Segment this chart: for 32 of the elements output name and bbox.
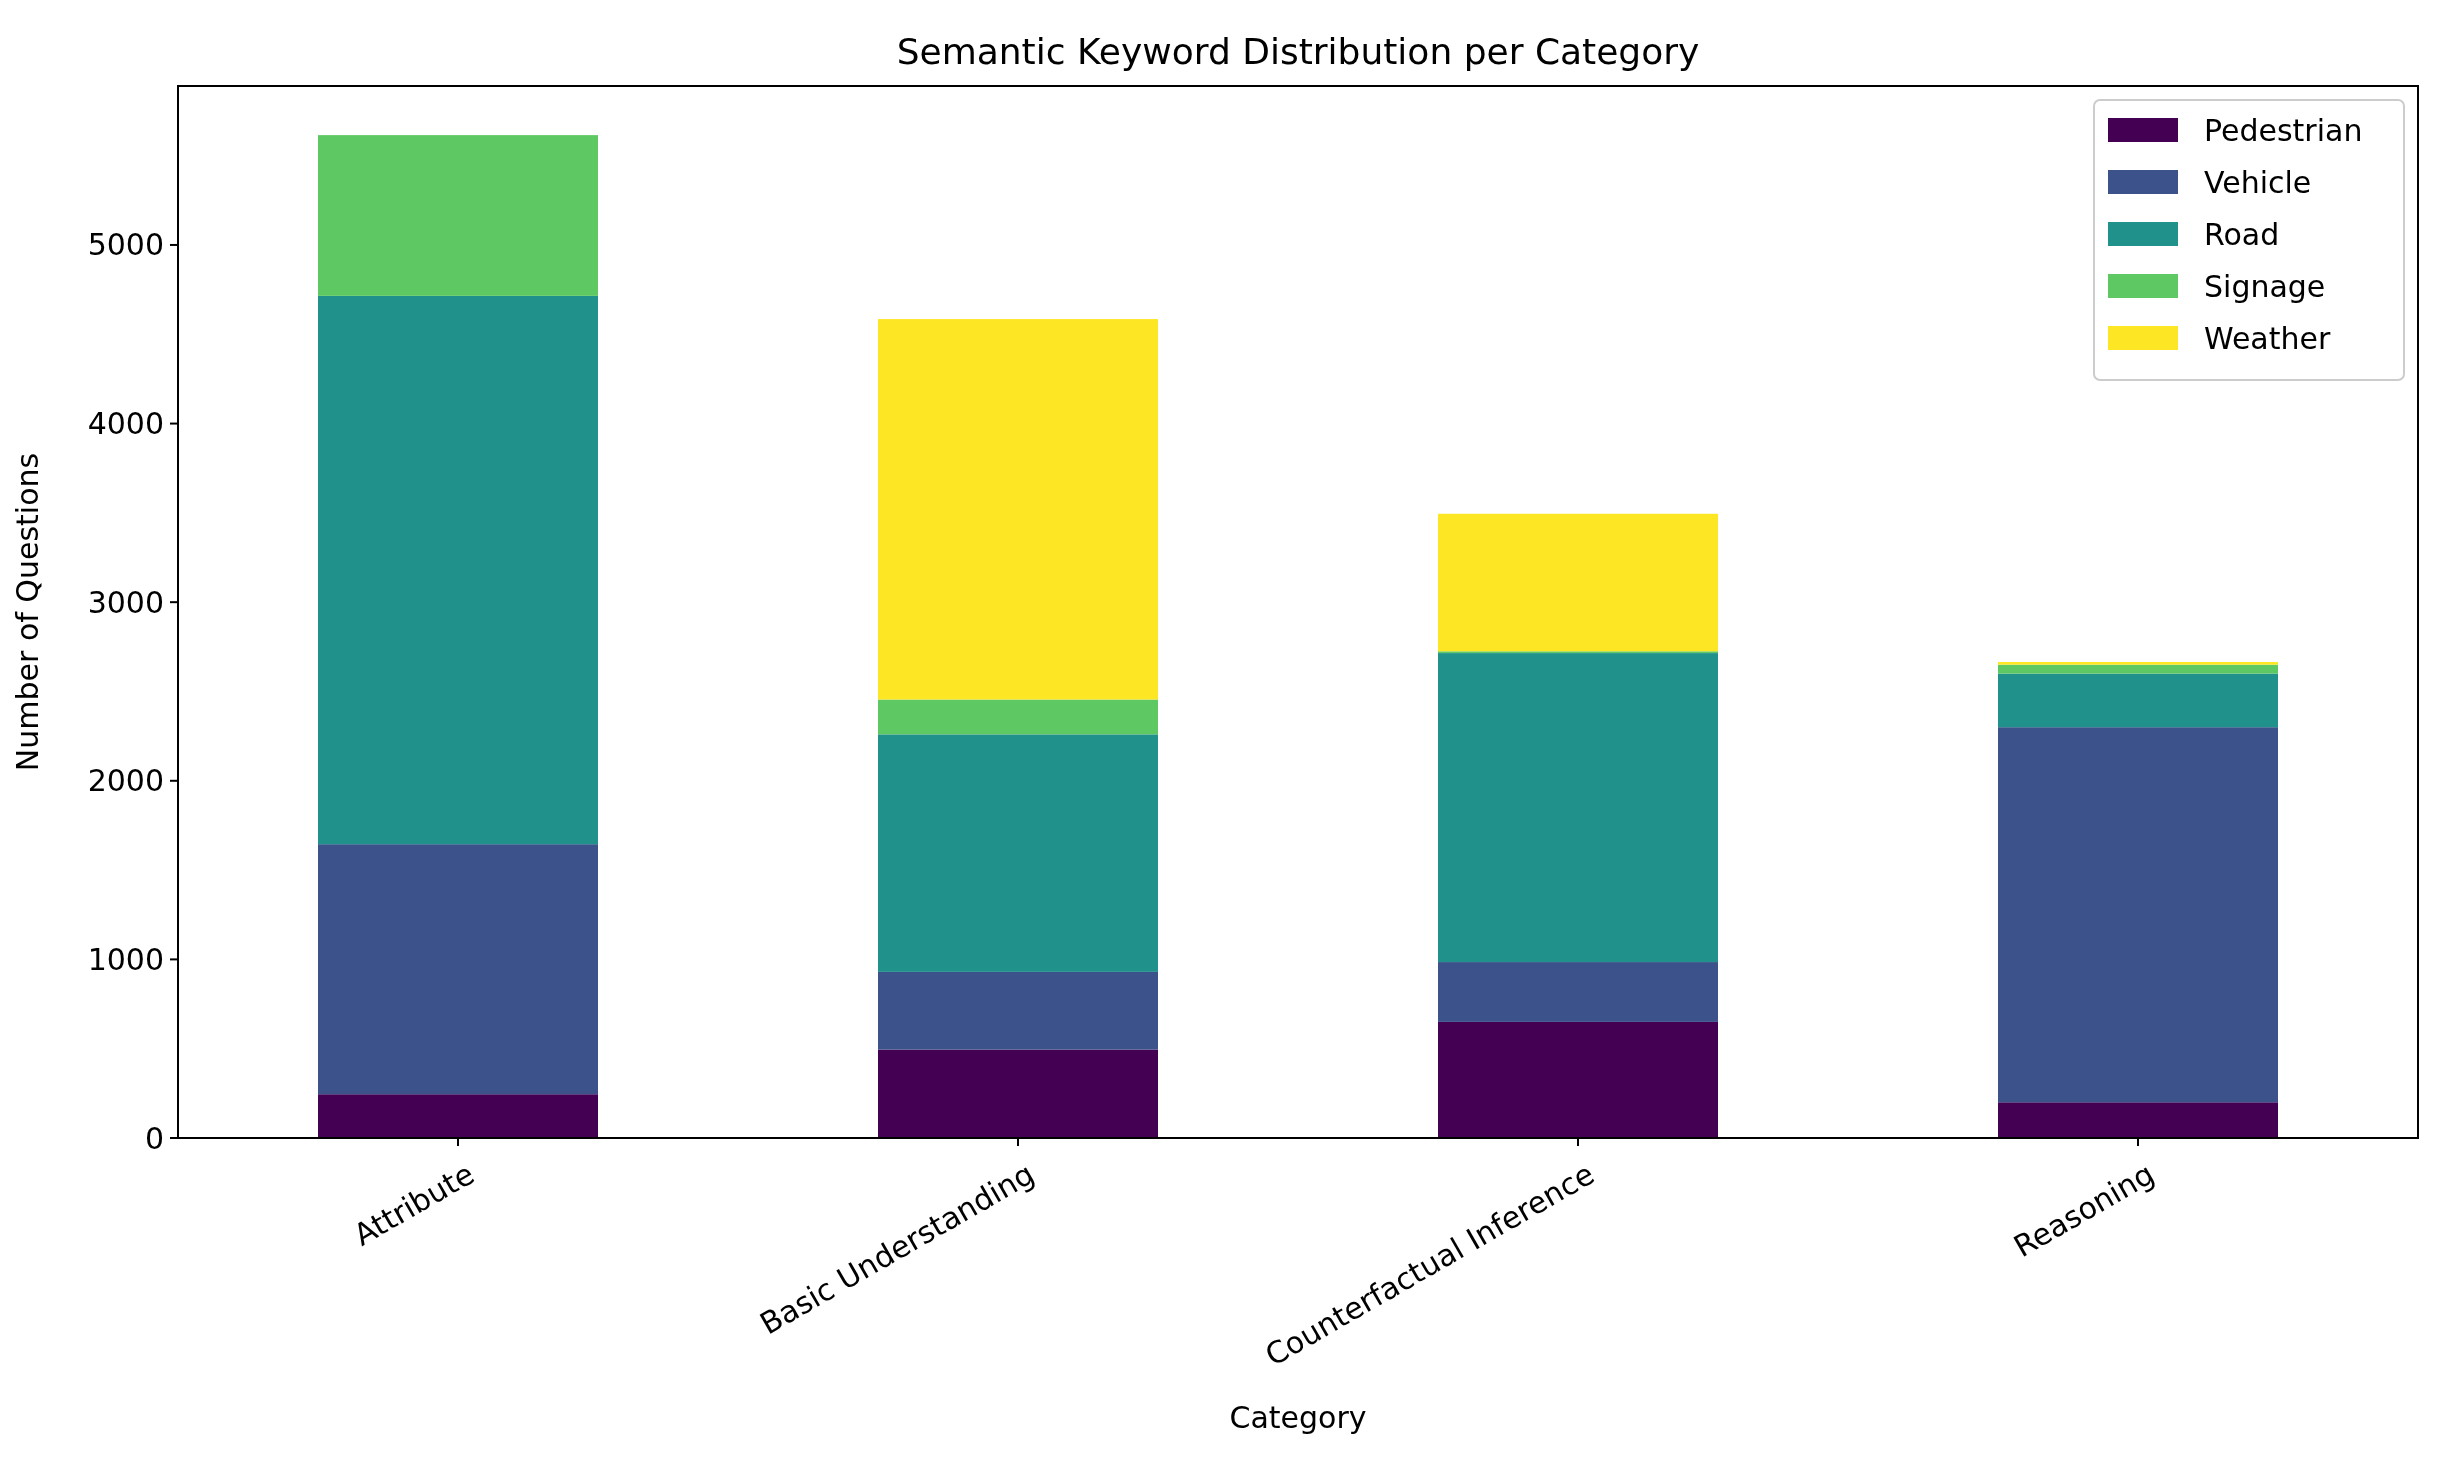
bar (878, 971, 1158, 1050)
y-tick-label: 0 (144, 1120, 164, 1156)
legend-label: Signage (2204, 268, 2326, 304)
bar (1438, 513, 1718, 652)
chart-title: Semantic Keyword Distribution per Category (896, 31, 1700, 72)
bar (318, 844, 598, 1095)
bar (318, 295, 598, 845)
bar (878, 1049, 1158, 1138)
bar (1998, 727, 2278, 1103)
y-tick-label: 1000 (87, 941, 164, 977)
x-axis-title: Category (1229, 1400, 1367, 1435)
y-axis-title: Number of Questions (10, 452, 45, 772)
y-tick-label: 4000 (87, 406, 164, 442)
bar (1438, 962, 1718, 1022)
y-tick-label: 5000 (87, 227, 164, 263)
bar (1438, 1021, 1718, 1138)
bar (878, 699, 1158, 735)
bar (878, 734, 1158, 972)
bar (318, 1094, 598, 1138)
bar (1998, 673, 2278, 728)
bar (878, 319, 1158, 700)
legend-label: Weather (2204, 320, 2331, 356)
bar (1998, 1102, 2278, 1138)
bar (318, 135, 598, 296)
bar (1438, 653, 1718, 963)
y-tick-label: 2000 (87, 763, 164, 799)
legend-label: Vehicle (2204, 164, 2312, 200)
bar (1998, 664, 2278, 674)
legend-label: Pedestrian (2204, 112, 2363, 148)
y-tick-label: 3000 (87, 584, 164, 620)
bar (1998, 662, 2278, 665)
legend-label: Road (2204, 216, 2280, 252)
